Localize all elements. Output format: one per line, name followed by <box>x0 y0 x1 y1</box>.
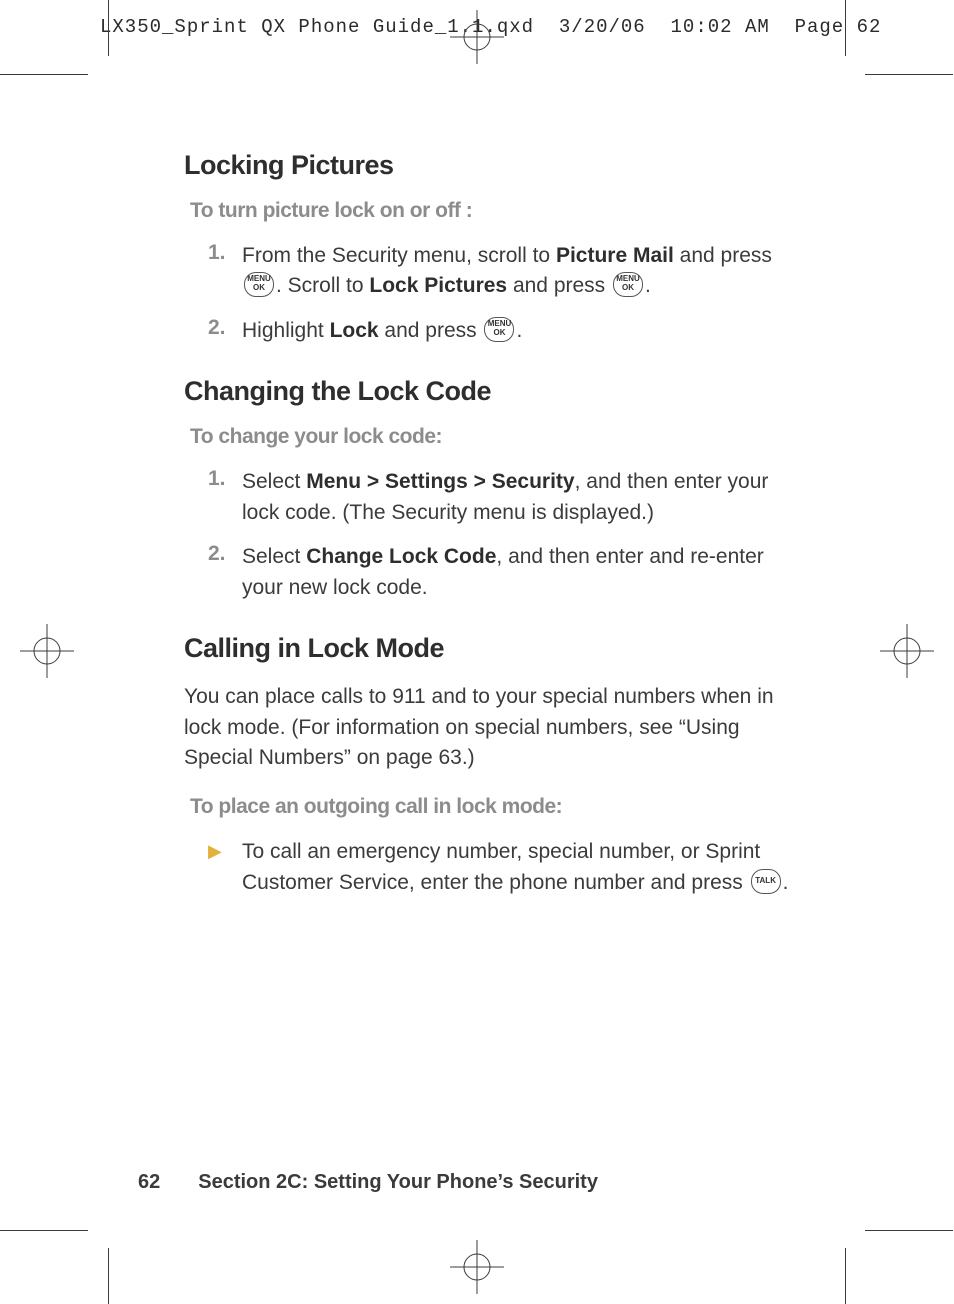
menu-ok-key-icon: MENUOK <box>484 317 514 342</box>
crop-mark <box>108 1248 109 1304</box>
arrow-bullet-icon: ▶ <box>208 837 242 898</box>
talk-key-icon: TALK <box>751 869 781 894</box>
registration-mark-icon <box>20 624 74 678</box>
registration-mark-icon <box>880 624 934 678</box>
list-item: ▶To call an emergency number, special nu… <box>208 837 804 898</box>
list-item: 2.Highlight Lock and press MENUOK. <box>208 316 804 346</box>
step-number: 1. <box>208 467 242 528</box>
crop-mark <box>845 0 846 56</box>
numbered-list: 1.From the Security menu, scroll to Pict… <box>184 241 804 346</box>
section-subhead: To place an outgoing call in lock mode: <box>190 795 804 819</box>
step-body: Select Change Lock Code, and then enter … <box>242 542 804 603</box>
crop-mark <box>865 1230 953 1231</box>
crop-mark <box>0 1230 88 1231</box>
registration-mark-icon <box>450 1240 504 1294</box>
step-body: Select Menu > Settings > Security, and t… <box>242 467 804 528</box>
step-number: 2. <box>208 542 242 603</box>
list-item: 1.From the Security menu, scroll to Pict… <box>208 241 804 302</box>
step-body: From the Security menu, scroll to Pictur… <box>242 241 804 302</box>
step-number: 2. <box>208 316 242 346</box>
page-content: Locking Pictures To turn picture lock on … <box>184 150 804 920</box>
emphasis-text: Change Lock Code <box>306 545 496 568</box>
page-footer: 62 Section 2C: Setting Your Phone’s Secur… <box>138 1171 598 1194</box>
bullet-body: To call an emergency number, special num… <box>242 837 804 898</box>
emphasis-text: Menu > Settings > Security <box>306 470 574 493</box>
section-title: Calling in Lock Mode <box>184 633 804 664</box>
header-page: Page 62 <box>795 16 882 38</box>
section-paragraph: You can place calls to 911 and to your s… <box>184 682 804 773</box>
crop-mark <box>108 0 109 56</box>
page-number: 62 <box>138 1171 160 1193</box>
emphasis-text: Lock <box>330 319 379 342</box>
spacer <box>184 625 804 633</box>
step-body: Highlight Lock and press MENUOK. <box>242 316 522 346</box>
crop-mark <box>865 74 953 75</box>
registration-mark-icon <box>450 10 504 64</box>
menu-ok-key-icon: MENUOK <box>613 272 643 297</box>
numbered-list: 1.Select Menu > Settings > Security, and… <box>184 467 804 603</box>
spacer <box>184 368 804 376</box>
list-item: 2.Select Change Lock Code, and then ente… <box>208 542 804 603</box>
bullet-list: ▶To call an emergency number, special nu… <box>184 837 804 898</box>
footer-section-title: Section 2C: Setting Your Phone’s Securit… <box>198 1171 598 1193</box>
emphasis-text: Picture Mail <box>556 244 674 267</box>
step-number: 1. <box>208 241 242 302</box>
section-title: Changing the Lock Code <box>184 376 804 407</box>
crop-mark <box>845 1248 846 1304</box>
list-item: 1.Select Menu > Settings > Security, and… <box>208 467 804 528</box>
header-time: 10:02 AM <box>671 16 770 38</box>
header-date: 3/20/06 <box>559 16 646 38</box>
crop-mark <box>0 74 88 75</box>
menu-ok-key-icon: MENUOK <box>244 272 274 297</box>
section-title: Locking Pictures <box>184 150 804 181</box>
emphasis-text: Lock Pictures <box>369 274 507 297</box>
section-subhead: To turn picture lock on or off : <box>190 199 804 223</box>
section-subhead: To change your lock code: <box>190 425 804 449</box>
